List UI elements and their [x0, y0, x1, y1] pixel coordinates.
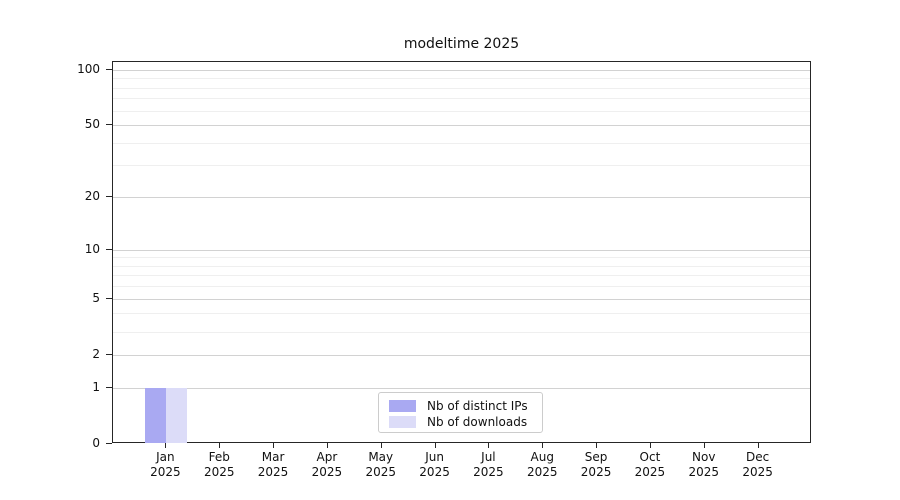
- x-axis-tick: [703, 443, 705, 448]
- x-axis-tick: [542, 443, 544, 448]
- month-label: Jun: [425, 450, 444, 464]
- gridline-minor: [113, 165, 810, 167]
- gridline-minor: [113, 286, 810, 288]
- x-tick-label: May 2025: [351, 450, 411, 480]
- y-axis-tick: [106, 196, 112, 198]
- y-tick-label: 20: [84, 189, 100, 204]
- legend-label-downloads: Nb of downloads: [427, 415, 528, 429]
- y-axis-tick: [106, 248, 112, 250]
- month-label: May: [368, 450, 394, 464]
- y-tick-label: 50: [84, 117, 100, 132]
- y-axis-tick: [106, 297, 112, 299]
- year-label: 2025: [526, 465, 558, 479]
- x-tick-label: Feb 2025: [189, 450, 249, 480]
- gridline-minor: [113, 265, 810, 267]
- bar-distinct-ips: [145, 387, 167, 443]
- x-tick-label: Dec 2025: [728, 450, 788, 480]
- legend-entry-downloads: Nb of downloads: [389, 414, 534, 430]
- downloads-swatch: [389, 416, 416, 428]
- x-axis-tick: [380, 443, 382, 448]
- y-axis-tick: [106, 124, 112, 126]
- month-label: Feb: [208, 450, 230, 464]
- y-tick-label: 10: [84, 241, 100, 256]
- legend-entry-distinct-ips: Nb of distinct IPs: [389, 398, 534, 414]
- x-tick-label: Oct 2025: [620, 450, 680, 480]
- x-axis-tick: [649, 443, 651, 448]
- month-label: Sep: [584, 450, 608, 464]
- gridline-major: [113, 354, 810, 356]
- plot-area: [112, 61, 811, 443]
- y-axis-tick: [106, 68, 112, 70]
- legend-label-distinct-ips: Nb of distinct IPs: [427, 399, 528, 413]
- gridline-minor: [113, 275, 810, 277]
- x-tick-label: Nov 2025: [674, 450, 734, 480]
- x-tick-label: Apr 2025: [297, 450, 357, 480]
- month-label: Jan: [156, 450, 175, 464]
- gridline-minor: [113, 257, 810, 259]
- x-axis-tick: [488, 443, 490, 448]
- y-axis-tick: [106, 353, 112, 355]
- x-axis-tick: [326, 443, 328, 448]
- chart-title: modeltime 2025: [403, 36, 520, 52]
- year-label: 2025: [473, 465, 504, 479]
- x-tick-label: Jan 2025: [135, 450, 195, 480]
- month-label: Aug: [530, 450, 554, 464]
- x-axis-tick: [219, 443, 221, 448]
- year-label: 2025: [688, 465, 720, 479]
- gridline-major: [113, 197, 810, 199]
- gridline-major: [113, 387, 810, 389]
- year-label: 2025: [742, 465, 773, 479]
- x-axis-tick: [273, 443, 275, 448]
- x-tick-label: Mar 2025: [243, 450, 303, 480]
- y-axis-tick: [106, 386, 112, 388]
- x-axis-tick: [434, 443, 436, 448]
- year-label: 2025: [203, 465, 235, 479]
- x-axis-tick: [757, 443, 759, 448]
- distinct-ips-swatch: [389, 400, 416, 412]
- x-tick-label: Jul 2025: [458, 450, 518, 480]
- legend: Nb of distinct IPs Nb of downloads: [378, 392, 543, 433]
- gridline-major: [113, 69, 810, 71]
- gridline-major: [113, 249, 810, 251]
- year-label: 2025: [580, 465, 612, 479]
- year-label: 2025: [257, 465, 289, 479]
- year-label: 2025: [365, 465, 396, 479]
- gridline-minor: [113, 110, 810, 112]
- month-label: Nov: [692, 450, 716, 464]
- y-tick-label: 0: [92, 436, 100, 450]
- x-axis-tick: [596, 443, 598, 448]
- gridline-minor: [113, 87, 810, 89]
- gridline-minor: [113, 331, 810, 333]
- year-label: 2025: [311, 465, 343, 479]
- gridline-major: [113, 125, 810, 127]
- y-tick-label: 100: [77, 61, 100, 76]
- gridline-minor: [113, 142, 810, 144]
- month-label: Oct: [639, 450, 661, 464]
- month-label: Jul: [481, 450, 496, 464]
- x-tick-label: Aug 2025: [512, 450, 572, 480]
- y-tick-label: 1: [92, 379, 100, 394]
- x-tick-label: Sep 2025: [566, 450, 626, 480]
- month-label: Dec: [745, 450, 770, 464]
- gridline-minor: [113, 98, 810, 100]
- year-label: 2025: [419, 465, 450, 479]
- y-tick-label: 2: [92, 346, 100, 361]
- x-axis-tick: [165, 443, 167, 448]
- month-label: Mar: [261, 450, 285, 464]
- bar-downloads: [166, 387, 188, 443]
- x-tick-label: Jun 2025: [405, 450, 465, 480]
- y-tick-label: 5: [92, 290, 100, 305]
- gridline-minor: [113, 78, 810, 80]
- year-label: 2025: [150, 465, 181, 479]
- gridline-major: [113, 298, 810, 300]
- month-label: Apr: [316, 450, 338, 464]
- y-axis-tick: [106, 443, 112, 444]
- year-label: 2025: [634, 465, 666, 479]
- gridline-minor: [113, 313, 810, 315]
